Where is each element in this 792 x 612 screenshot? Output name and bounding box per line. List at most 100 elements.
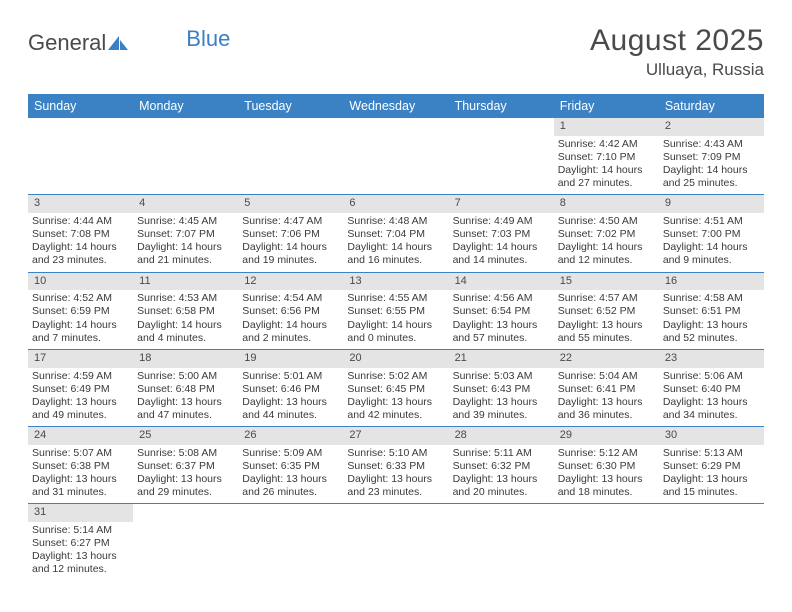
day-cell: 2Sunrise: 4:43 AMSunset: 7:09 PMDaylight… <box>659 118 764 194</box>
daylight-text: Daylight: 13 hours and 47 minutes. <box>137 396 234 422</box>
day-detail: Sunrise: 5:14 AMSunset: 6:27 PMDaylight:… <box>28 523 133 581</box>
sunrise-text: Sunrise: 4:45 AM <box>137 215 234 228</box>
day-number: 4 <box>133 195 238 213</box>
daylight-text: Daylight: 14 hours and 27 minutes. <box>558 164 655 190</box>
day-detail: Sunrise: 5:06 AMSunset: 6:40 PMDaylight:… <box>659 369 764 427</box>
sunrise-text: Sunrise: 5:14 AM <box>32 524 129 537</box>
empty-cell <box>133 504 238 580</box>
day-cell: 30Sunrise: 5:13 AMSunset: 6:29 PMDayligh… <box>659 427 764 503</box>
day-detail: Sunrise: 4:56 AMSunset: 6:54 PMDaylight:… <box>449 291 554 349</box>
weekday-header: Wednesday <box>343 94 448 118</box>
day-detail: Sunrise: 4:54 AMSunset: 6:56 PMDaylight:… <box>238 291 343 349</box>
day-cell: 8Sunrise: 4:50 AMSunset: 7:02 PMDaylight… <box>554 195 659 271</box>
day-cell: 20Sunrise: 5:02 AMSunset: 6:45 PMDayligh… <box>343 350 448 426</box>
daylight-text: Daylight: 13 hours and 44 minutes. <box>242 396 339 422</box>
day-cell: 16Sunrise: 4:58 AMSunset: 6:51 PMDayligh… <box>659 273 764 349</box>
day-cell: 25Sunrise: 5:08 AMSunset: 6:37 PMDayligh… <box>133 427 238 503</box>
day-number: 28 <box>449 427 554 445</box>
sunrise-text: Sunrise: 4:44 AM <box>32 215 129 228</box>
daylight-text: Daylight: 14 hours and 19 minutes. <box>242 241 339 267</box>
sunrise-text: Sunrise: 4:55 AM <box>347 292 444 305</box>
daylight-text: Daylight: 13 hours and 31 minutes. <box>32 473 129 499</box>
empty-cell <box>133 118 238 194</box>
daylight-text: Daylight: 14 hours and 23 minutes. <box>32 241 129 267</box>
location-label: Ulluaya, Russia <box>590 60 764 80</box>
sunrise-text: Sunrise: 4:52 AM <box>32 292 129 305</box>
day-detail: Sunrise: 4:42 AMSunset: 7:10 PMDaylight:… <box>554 137 659 195</box>
daylight-text: Daylight: 13 hours and 12 minutes. <box>32 550 129 576</box>
day-number: 25 <box>133 427 238 445</box>
day-number: 15 <box>554 273 659 291</box>
day-detail: Sunrise: 5:02 AMSunset: 6:45 PMDaylight:… <box>343 369 448 427</box>
daylight-text: Daylight: 14 hours and 4 minutes. <box>137 319 234 345</box>
week-row: 17Sunrise: 4:59 AMSunset: 6:49 PMDayligh… <box>28 350 764 427</box>
sunset-text: Sunset: 6:58 PM <box>137 305 234 318</box>
weekday-header: Monday <box>133 94 238 118</box>
sunrise-text: Sunrise: 5:12 AM <box>558 447 655 460</box>
week-row: 31Sunrise: 5:14 AMSunset: 6:27 PMDayligh… <box>28 504 764 580</box>
sunset-text: Sunset: 6:55 PM <box>347 305 444 318</box>
sunset-text: Sunset: 7:00 PM <box>663 228 760 241</box>
day-number: 23 <box>659 350 764 368</box>
day-detail: Sunrise: 4:43 AMSunset: 7:09 PMDaylight:… <box>659 137 764 195</box>
sunrise-text: Sunrise: 4:59 AM <box>32 370 129 383</box>
sunrise-text: Sunrise: 5:02 AM <box>347 370 444 383</box>
sunset-text: Sunset: 7:10 PM <box>558 151 655 164</box>
day-number: 13 <box>343 273 448 291</box>
daylight-text: Daylight: 13 hours and 52 minutes. <box>663 319 760 345</box>
month-title: August 2025 <box>590 24 764 58</box>
sunrise-text: Sunrise: 4:51 AM <box>663 215 760 228</box>
day-number: 26 <box>238 427 343 445</box>
day-number: 27 <box>343 427 448 445</box>
sunset-text: Sunset: 6:32 PM <box>453 460 550 473</box>
daylight-text: Daylight: 13 hours and 57 minutes. <box>453 319 550 345</box>
daylight-text: Daylight: 13 hours and 39 minutes. <box>453 396 550 422</box>
day-cell: 17Sunrise: 4:59 AMSunset: 6:49 PMDayligh… <box>28 350 133 426</box>
daylight-text: Daylight: 14 hours and 16 minutes. <box>347 241 444 267</box>
sunrise-text: Sunrise: 4:50 AM <box>558 215 655 228</box>
day-number: 12 <box>238 273 343 291</box>
daylight-text: Daylight: 13 hours and 26 minutes. <box>242 473 339 499</box>
day-cell: 14Sunrise: 4:56 AMSunset: 6:54 PMDayligh… <box>449 273 554 349</box>
day-detail: Sunrise: 5:12 AMSunset: 6:30 PMDaylight:… <box>554 446 659 504</box>
day-detail: Sunrise: 4:48 AMSunset: 7:04 PMDaylight:… <box>343 214 448 272</box>
day-number: 2 <box>659 118 764 136</box>
sunset-text: Sunset: 6:59 PM <box>32 305 129 318</box>
sunset-text: Sunset: 6:29 PM <box>663 460 760 473</box>
day-detail: Sunrise: 4:52 AMSunset: 6:59 PMDaylight:… <box>28 291 133 349</box>
sunset-text: Sunset: 6:54 PM <box>453 305 550 318</box>
weekday-header: Thursday <box>449 94 554 118</box>
day-number: 18 <box>133 350 238 368</box>
day-cell: 22Sunrise: 5:04 AMSunset: 6:41 PMDayligh… <box>554 350 659 426</box>
day-cell: 9Sunrise: 4:51 AMSunset: 7:00 PMDaylight… <box>659 195 764 271</box>
sunrise-text: Sunrise: 5:03 AM <box>453 370 550 383</box>
week-row: 1Sunrise: 4:42 AMSunset: 7:10 PMDaylight… <box>28 118 764 195</box>
calendar-page: General Blue August 2025 Ulluaya, Russia… <box>0 0 792 581</box>
day-cell: 6Sunrise: 4:48 AMSunset: 7:04 PMDaylight… <box>343 195 448 271</box>
day-number: 31 <box>28 504 133 522</box>
day-detail: Sunrise: 4:44 AMSunset: 7:08 PMDaylight:… <box>28 214 133 272</box>
day-number: 19 <box>238 350 343 368</box>
day-detail: Sunrise: 5:11 AMSunset: 6:32 PMDaylight:… <box>449 446 554 504</box>
sunset-text: Sunset: 6:33 PM <box>347 460 444 473</box>
empty-cell <box>238 504 343 580</box>
sunrise-text: Sunrise: 5:08 AM <box>137 447 234 460</box>
day-number: 30 <box>659 427 764 445</box>
sunrise-text: Sunrise: 5:13 AM <box>663 447 760 460</box>
day-cell: 3Sunrise: 4:44 AMSunset: 7:08 PMDaylight… <box>28 195 133 271</box>
sunrise-text: Sunrise: 4:58 AM <box>663 292 760 305</box>
day-detail: Sunrise: 5:04 AMSunset: 6:41 PMDaylight:… <box>554 369 659 427</box>
day-detail: Sunrise: 4:55 AMSunset: 6:55 PMDaylight:… <box>343 291 448 349</box>
daylight-text: Daylight: 14 hours and 0 minutes. <box>347 319 444 345</box>
daylight-text: Daylight: 13 hours and 23 minutes. <box>347 473 444 499</box>
day-number: 11 <box>133 273 238 291</box>
page-header: General Blue August 2025 Ulluaya, Russia <box>28 24 764 80</box>
weekday-header: Saturday <box>659 94 764 118</box>
day-cell: 26Sunrise: 5:09 AMSunset: 6:35 PMDayligh… <box>238 427 343 503</box>
sunset-text: Sunset: 6:37 PM <box>137 460 234 473</box>
daylight-text: Daylight: 13 hours and 20 minutes. <box>453 473 550 499</box>
day-cell: 11Sunrise: 4:53 AMSunset: 6:58 PMDayligh… <box>133 273 238 349</box>
logo-sail-icon <box>106 32 130 58</box>
day-cell: 5Sunrise: 4:47 AMSunset: 7:06 PMDaylight… <box>238 195 343 271</box>
day-cell: 27Sunrise: 5:10 AMSunset: 6:33 PMDayligh… <box>343 427 448 503</box>
